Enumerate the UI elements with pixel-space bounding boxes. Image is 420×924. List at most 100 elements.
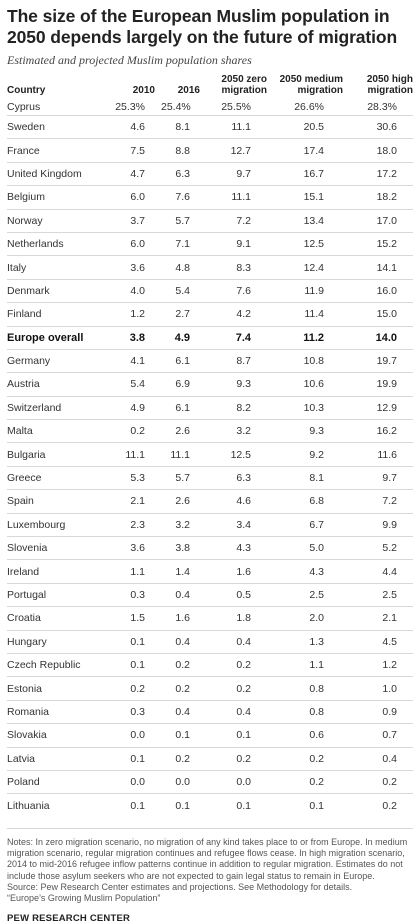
table-row: Romania 0.3 0.4 0.4 0.8 0.9: [7, 699, 413, 724]
value-cell: 19.9: [349, 372, 413, 397]
table-row: Sweden 4.6 8.1 11.1 20.5 30.6: [7, 114, 413, 139]
country-cell: Slovakia: [7, 723, 111, 748]
value-cell: 0.4: [206, 699, 273, 724]
table-row: Bulgaria 11.1 11.1 12.5 9.2 11.6: [7, 442, 413, 467]
country-cell: Finland: [7, 302, 111, 327]
value-cell: 9.7: [349, 465, 413, 490]
value-cell: 9.9: [349, 512, 413, 537]
column-header-2050-medium: 2050 medium migration: [279, 74, 343, 96]
value-cell: 18.0: [349, 138, 413, 163]
value-cell: 3.2: [161, 512, 206, 537]
country-cell: Netherlands: [7, 231, 111, 256]
value-cell: 1.1: [111, 559, 161, 584]
value-cell: 25.5%: [221, 100, 251, 113]
country-cell: Switzerland: [7, 395, 111, 420]
value-cell: 1.1: [273, 652, 349, 677]
value-cell: 0.2: [111, 676, 161, 701]
value-cell: 0.0: [206, 769, 273, 794]
value-cell: 1.6: [206, 559, 273, 584]
value-cell: 25.4%: [161, 100, 191, 113]
value-cell: 11.4: [273, 302, 349, 327]
country-cell: Romania: [7, 699, 111, 724]
country-cell: Latvia: [7, 746, 111, 771]
value-cell: 6.9: [161, 372, 206, 397]
value-cell: 4.1: [111, 348, 161, 373]
value-cell: 4.7: [111, 161, 161, 186]
country-cell: Malta: [7, 419, 111, 443]
table-row: Ireland 1.1 1.4 1.6 4.3 4.4: [7, 559, 413, 584]
value-cell: 0.5: [206, 582, 273, 607]
value-cell: 9.2: [273, 442, 349, 467]
value-cell: 16.2: [349, 419, 413, 443]
value-cell: 0.2: [273, 746, 349, 771]
value-cell: 4.6: [111, 114, 161, 139]
table-row: Norway 3.7 5.7 7.2 13.4 17.0: [7, 208, 413, 233]
value-cell: 0.2: [206, 746, 273, 771]
value-cell: 12.5: [206, 442, 273, 467]
value-cell: 1.2: [111, 302, 161, 327]
country-cell: Norway: [7, 208, 111, 233]
value-cell: 15.0: [349, 302, 413, 327]
value-cell: 0.2: [206, 652, 273, 677]
country-cell: Denmark: [7, 278, 111, 303]
value-cell: 0.2: [161, 676, 206, 701]
value-cell: 1.2: [349, 652, 413, 677]
value-cell: 4.6: [206, 489, 273, 514]
value-cell: 0.7: [349, 723, 413, 748]
value-cell: 8.7: [206, 348, 273, 373]
value-cell: 6.3: [161, 161, 206, 186]
table-row: Czech Republic 0.1 0.2 0.2 1.1 1.2: [7, 652, 413, 677]
value-cell: 4.8: [161, 255, 206, 280]
value-cell: 11.1: [111, 442, 161, 467]
value-cell: 0.1: [111, 793, 161, 817]
value-cell: 14.0: [349, 325, 413, 350]
country-cell: France: [7, 138, 111, 163]
value-cell: 0.4: [161, 629, 206, 654]
country-cell: Cyprus: [7, 100, 41, 113]
value-cell: 11.6: [349, 442, 413, 467]
value-cell: 2.7: [161, 302, 206, 327]
country-cell: United Kingdom: [7, 161, 111, 186]
value-cell: 0.1: [273, 793, 349, 817]
value-cell: 7.5: [111, 138, 161, 163]
table-row: Estonia 0.2 0.2 0.2 0.8 1.0: [7, 676, 413, 701]
value-cell: 5.2: [349, 536, 413, 560]
value-cell: 17.4: [273, 138, 349, 163]
country-cell: Bulgaria: [7, 442, 111, 467]
value-cell: 16.7: [273, 161, 349, 186]
value-cell: 2.3: [111, 512, 161, 537]
source-text: Source: Pew Research Center estimates an…: [7, 881, 353, 892]
value-cell: 7.4: [206, 325, 273, 350]
data-table: Country 2010 2016 2050 zero migration 20…: [7, 74, 413, 817]
value-cell: 7.6: [206, 278, 273, 303]
value-cell: 19.7: [349, 348, 413, 373]
value-cell: 3.7: [111, 208, 161, 233]
value-cell: 0.2: [349, 769, 413, 794]
value-cell: 8.1: [161, 114, 206, 139]
value-cell: 3.6: [111, 255, 161, 280]
value-cell: 0.2: [273, 769, 349, 794]
value-cell: 1.0: [349, 676, 413, 701]
value-cell: 8.8: [161, 138, 206, 163]
value-cell: 2.6: [161, 489, 206, 514]
table-row: Belgium 6.0 7.6 11.1 15.1 18.2: [7, 185, 413, 210]
value-cell: 0.0: [111, 769, 161, 794]
country-cell: Portugal: [7, 582, 111, 607]
value-cell: 5.7: [161, 208, 206, 233]
column-header-2010: 2010: [132, 85, 155, 96]
value-cell: 0.8: [273, 699, 349, 724]
value-cell: 0.0: [111, 723, 161, 748]
value-cell: 1.5: [111, 606, 161, 631]
report-title-text: “Europe’s Growing Muslim Population”: [7, 893, 161, 904]
value-cell: 0.3: [111, 699, 161, 724]
value-cell: 4.0: [111, 278, 161, 303]
value-cell: 6.8: [273, 489, 349, 514]
country-cell: Luxembourg: [7, 512, 111, 537]
value-cell: 12.5: [273, 231, 349, 256]
country-cell: Hungary: [7, 629, 111, 654]
value-cell: 9.3: [206, 372, 273, 397]
table-row: Poland 0.0 0.0 0.0 0.2 0.2: [7, 769, 413, 794]
table-row: Slovenia 3.6 3.8 4.3 5.0 5.2: [7, 536, 413, 560]
value-cell: 18.2: [349, 185, 413, 210]
country-cell: Europe overall: [7, 325, 111, 350]
